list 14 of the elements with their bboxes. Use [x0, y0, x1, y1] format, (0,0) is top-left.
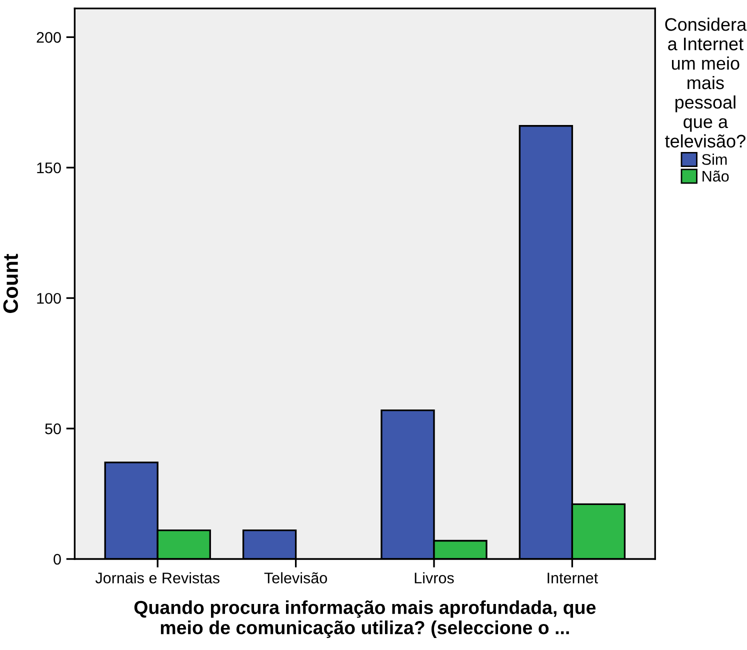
y-tick-label: 200	[36, 32, 61, 43]
legend-title: Considera a Internet um meio mais pessoal que a televisão?	[665, 18, 747, 148]
x-axis-title: Quando procura informação mais aprofundada, que meio de comunicação utiliza? (seleccione o ...	[134, 600, 596, 638]
legend-label: Não	[702, 170, 729, 182]
y-tick-label: 50	[45, 423, 61, 434]
legend-label: Sim	[702, 154, 727, 165]
y-axis-title: Count	[3, 254, 18, 313]
x-tick-label: Jornais e Revistas	[95, 572, 220, 584]
x-tick-label: Internet	[548, 572, 598, 584]
y-tick-label: 150	[37, 162, 61, 174]
y-tick-label: 100	[37, 292, 61, 304]
y-tick-label: 0	[54, 554, 61, 565]
x-tick-label: Televisão	[264, 572, 328, 584]
x-tick-label: Livros	[414, 572, 454, 584]
